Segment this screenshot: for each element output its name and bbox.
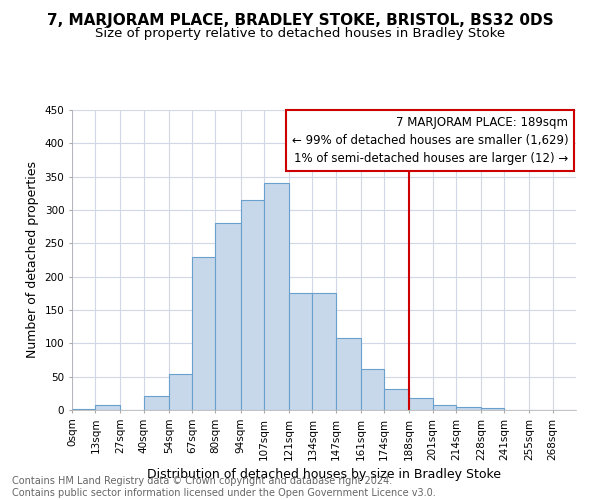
Text: 7, MARJORAM PLACE, BRADLEY STOKE, BRISTOL, BS32 0DS: 7, MARJORAM PLACE, BRADLEY STOKE, BRISTO… (47, 12, 553, 28)
Text: Size of property relative to detached houses in Bradley Stoke: Size of property relative to detached ho… (95, 28, 505, 40)
Bar (456, 406, 481, 410)
Bar (313, 294, 335, 410)
Bar (264, 184, 289, 410)
Bar (72, 408, 95, 410)
Bar (241, 200, 264, 410)
Bar (335, 338, 361, 410)
Bar (144, 396, 169, 410)
Bar (433, 406, 456, 410)
Bar (384, 388, 409, 410)
Bar (481, 408, 504, 410)
Y-axis label: Number of detached properties: Number of detached properties (26, 162, 39, 358)
Text: 7 MARJORAM PLACE: 189sqm
← 99% of detached houses are smaller (1,629)
1% of semi: 7 MARJORAM PLACE: 189sqm ← 99% of detach… (292, 116, 568, 165)
Text: Contains HM Land Registry data © Crown copyright and database right 2024.
Contai: Contains HM Land Registry data © Crown c… (12, 476, 436, 498)
Bar (409, 398, 433, 410)
Bar (361, 368, 384, 410)
Bar (289, 294, 313, 410)
Bar (169, 374, 192, 410)
Bar (95, 406, 121, 410)
Bar (215, 224, 241, 410)
Bar (192, 256, 215, 410)
X-axis label: Distribution of detached houses by size in Bradley Stoke: Distribution of detached houses by size … (147, 468, 501, 481)
